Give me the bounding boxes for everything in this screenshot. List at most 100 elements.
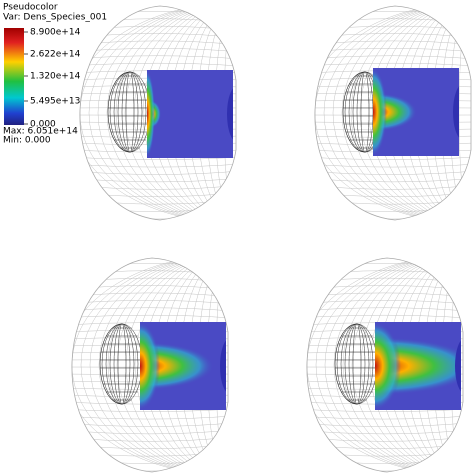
dome-outline (71, 257, 229, 473)
dome-mesh (79, 6, 237, 220)
parallel (71, 450, 229, 457)
legend: Pseudocolor Var: Dens_Species_001 8.900e… (3, 3, 107, 146)
meridian (142, 6, 237, 220)
dome-mesh (71, 258, 229, 472)
ellipsoid (335, 323, 379, 405)
parallel (71, 277, 229, 284)
tick-label: 8.900e+14 (30, 28, 81, 38)
parallel (79, 40, 237, 46)
meridian (98, 258, 229, 472)
parallel (79, 33, 237, 39)
panel (79, 5, 237, 221)
meridian (369, 258, 464, 472)
edge-hole (455, 340, 461, 392)
slice (373, 68, 459, 156)
parallel (79, 212, 237, 220)
meridian (333, 258, 464, 472)
tick-label: 0.000 (30, 120, 56, 130)
parallel (306, 415, 464, 420)
meridian (115, 6, 237, 220)
parallel (314, 212, 472, 220)
parallel (306, 408, 464, 412)
parallel (306, 314, 464, 319)
parallel (71, 314, 229, 319)
parallel (79, 62, 237, 67)
meridian (332, 6, 472, 220)
legend-max: Max: 6.051e+14 (3, 127, 78, 137)
parallel (314, 10, 472, 18)
parallel (79, 184, 237, 190)
legend-min: Min: 0.000 (3, 136, 51, 146)
edge-hole (453, 86, 459, 138)
parallel (314, 170, 472, 175)
parallel (306, 422, 464, 427)
meridian (323, 6, 472, 220)
edge-hole (220, 340, 226, 392)
parallel (306, 277, 464, 284)
meridian (116, 258, 229, 472)
dome-outline (306, 257, 464, 473)
parallel (306, 436, 464, 442)
meridian (359, 6, 472, 220)
tick-label: 1.320e+14 (30, 72, 81, 82)
slice (375, 322, 461, 410)
ellipsoid-front (107, 71, 131, 153)
parallel (71, 262, 229, 270)
ellipsoid-front (342, 71, 366, 153)
meridian (107, 258, 229, 472)
dome-outline (79, 5, 237, 221)
meridian (89, 258, 229, 472)
front (373, 68, 387, 156)
ellipsoid-front (99, 323, 123, 405)
parallel (79, 25, 237, 32)
parallel (71, 415, 229, 420)
meridian (350, 6, 472, 220)
parallel (79, 198, 237, 205)
parallel (71, 436, 229, 442)
parallel (314, 55, 472, 60)
tick-label: 5.495e+13 (30, 97, 80, 107)
panels (71, 5, 472, 473)
parallel (71, 292, 229, 298)
meridian (458, 6, 472, 220)
ellipsoid (100, 323, 144, 405)
colorbar (4, 28, 24, 125)
panel (306, 257, 464, 473)
parallel (314, 25, 472, 32)
parallel (71, 422, 229, 427)
parallel (306, 292, 464, 298)
parallel (79, 156, 237, 160)
parallel (79, 219, 237, 220)
meridian (351, 258, 464, 472)
front (140, 322, 160, 410)
meridian (106, 6, 237, 220)
front (375, 322, 401, 410)
meridian (341, 6, 472, 220)
panel (71, 257, 229, 473)
meridian (315, 258, 464, 472)
parallel (306, 285, 464, 291)
parallel (314, 191, 472, 197)
parallel (79, 170, 237, 175)
tick-label: 2.622e+14 (30, 50, 81, 60)
legend-variable: Var: Dens_Species_001 (3, 13, 107, 23)
parallel (71, 408, 229, 412)
parallel (79, 163, 237, 168)
front (147, 70, 155, 158)
ellipsoid (108, 71, 152, 153)
meridian (80, 258, 229, 472)
parallel (71, 464, 229, 472)
meridian (134, 258, 229, 472)
parallel (306, 450, 464, 457)
meridian (342, 258, 464, 472)
slice (140, 322, 226, 410)
edge-hole (227, 88, 233, 140)
parallel (314, 219, 472, 220)
parallel (306, 262, 464, 270)
parallel (314, 40, 472, 46)
parallel (314, 163, 472, 168)
slice-bg (147, 70, 233, 158)
parallel (314, 177, 472, 183)
meridian (124, 6, 237, 220)
